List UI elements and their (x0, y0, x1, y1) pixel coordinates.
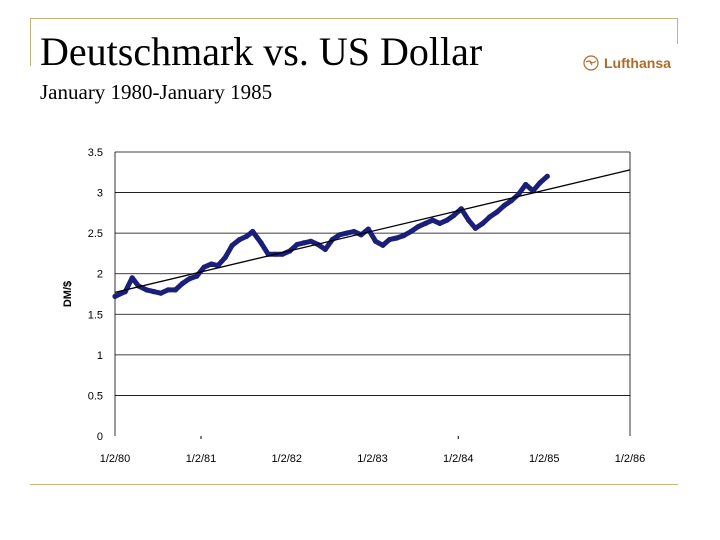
y-axis-label: DM/$ (62, 281, 74, 307)
data-point (201, 264, 207, 270)
data-point (165, 287, 171, 293)
x-tick-label: 1/2/81 (186, 453, 217, 465)
data-point (236, 237, 243, 243)
data-point (487, 214, 493, 220)
data-point (151, 289, 157, 295)
right-rule (677, 18, 678, 44)
data-point (351, 228, 357, 235)
data-point (294, 241, 300, 248)
top-rule (30, 18, 678, 19)
crane-icon (583, 55, 599, 71)
data-point (250, 228, 256, 235)
data-point (208, 261, 214, 267)
data-point (480, 220, 486, 226)
y-tick-label: 1 (97, 350, 103, 362)
x-tick-label: 1/2/85 (529, 453, 560, 465)
exchange-rate-line (112, 173, 550, 299)
data-point (258, 240, 264, 246)
data-point (415, 224, 421, 230)
data-point (172, 287, 178, 293)
data-point (143, 287, 150, 293)
data-point (508, 198, 514, 204)
data-point (437, 220, 443, 226)
slide-subtitle: January 1980-January 1985 (40, 80, 273, 104)
data-point (451, 212, 457, 218)
data-point (380, 242, 386, 248)
data-point (537, 180, 543, 186)
y-tick-label: 1.5 (88, 309, 103, 321)
x-tick-label: 1/2/80 (100, 453, 131, 465)
x-tick-label: 1/2/84 (443, 453, 474, 465)
data-point (158, 290, 164, 296)
data-point (365, 226, 371, 232)
x-tick-label: 1/2/83 (357, 453, 388, 465)
data-point (344, 230, 350, 236)
data-point (244, 233, 250, 239)
data-point (422, 220, 428, 226)
data-point (501, 203, 507, 209)
y-tick-label: 0 (97, 431, 103, 443)
data-point (373, 238, 379, 244)
y-tick-label: 3.5 (88, 147, 103, 159)
data-point (466, 217, 472, 223)
logo-text: Lufthansa (604, 55, 671, 71)
left-rule (30, 18, 31, 66)
data-point (322, 246, 328, 252)
data-point (472, 225, 478, 231)
bottom-rule (30, 484, 678, 485)
data-point (215, 263, 221, 269)
data-point (386, 237, 392, 243)
y-tick-label: 0.5 (88, 390, 103, 402)
data-point (179, 280, 185, 287)
data-point (408, 228, 414, 235)
data-point (523, 181, 529, 188)
x-tick-label: 1/2/82 (271, 453, 302, 465)
data-point (194, 273, 200, 279)
x-tick-label: 1/2/86 (615, 453, 646, 465)
y-tick-label: 2.5 (88, 228, 103, 240)
data-point (444, 217, 450, 223)
data-point (129, 275, 135, 281)
lufthansa-logo: Lufthansa (583, 55, 671, 71)
data-point (394, 235, 400, 241)
data-point (222, 254, 228, 261)
slide-title: Deutschmark vs. US Dollar (40, 29, 483, 74)
data-point (308, 238, 314, 244)
data-point (544, 173, 550, 179)
y-tick-label: 2 (97, 269, 103, 281)
trend-line (114, 169, 631, 294)
data-point (112, 293, 118, 299)
data-point (187, 276, 193, 282)
y-tick-label: 3 (97, 188, 103, 200)
data-point (494, 209, 500, 215)
data-point (430, 217, 436, 223)
data-point (401, 233, 407, 239)
data-point (337, 232, 343, 238)
data-point (229, 242, 235, 248)
data-point (301, 240, 307, 246)
